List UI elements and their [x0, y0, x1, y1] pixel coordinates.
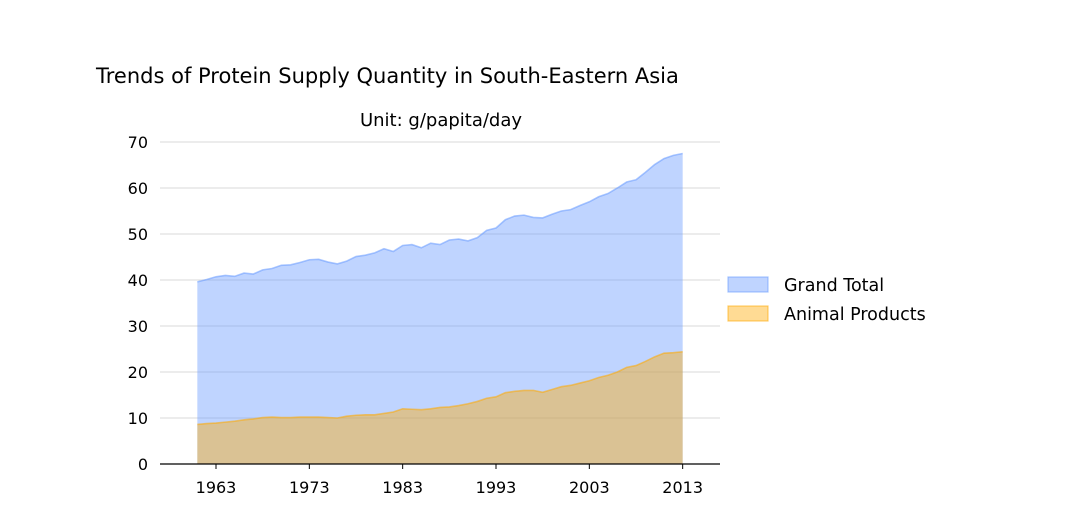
x-tick-label: 1963 — [196, 478, 237, 497]
y-tick-label: 30 — [128, 317, 148, 336]
y-tick-label: 60 — [128, 179, 148, 198]
chart-subtitle: Unit: g/papita/day — [360, 110, 522, 131]
x-tick-label: 2003 — [569, 478, 610, 497]
line-grand-total — [197, 152, 683, 283]
legend-swatch-animal-products — [727, 305, 769, 322]
y-tick-label: 20 — [128, 363, 148, 382]
plot-area — [197, 152, 683, 464]
legend-label-animal-products: Animal Products — [784, 305, 926, 325]
legend: Grand Total Animal Products — [727, 276, 926, 325]
grid — [160, 141, 720, 419]
legend-label-grand-total: Grand Total — [784, 276, 884, 296]
y-tick-label: 70 — [128, 133, 148, 152]
x-tick-label: 2013 — [662, 478, 703, 497]
x-axis: 1963 1973 1983 1993 2003 2013 — [196, 464, 703, 497]
y-tick-label: 40 — [128, 271, 148, 290]
y-axis: 0 10 20 30 40 50 60 70 — [128, 133, 148, 474]
legend-swatch-grand-total — [727, 276, 769, 293]
x-tick-label: 1983 — [382, 478, 423, 497]
x-tick-label: 1973 — [289, 478, 330, 497]
y-tick-label: 10 — [128, 409, 148, 428]
y-tick-label: 50 — [128, 225, 148, 244]
x-tick-label: 1993 — [476, 478, 517, 497]
chart-title: Trends of Protein Supply Quantity in Sou… — [95, 64, 679, 88]
line-animal-products — [197, 350, 683, 426]
y-tick-label: 0 — [138, 455, 148, 474]
